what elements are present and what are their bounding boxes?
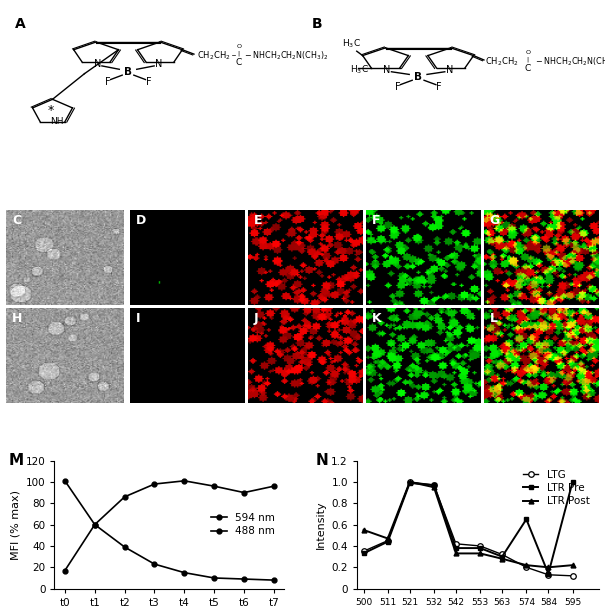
594 nm: [211, 575, 218, 582]
LTR Pre: [477, 544, 484, 551]
LTG: [453, 540, 460, 548]
LTR Pre: [360, 550, 367, 557]
Text: $\rm H_3C$: $\rm H_3C$: [350, 63, 368, 76]
Text: $\rm -NHCH_2CH_2N(CH_3)_2$: $\rm -NHCH_2CH_2N(CH_3)_2$: [243, 49, 329, 62]
LTR Post: [384, 535, 391, 542]
Text: $\rm -NHCH_2CH_2N(CH_3)_2$: $\rm -NHCH_2CH_2N(CH_3)_2$: [534, 55, 605, 68]
Text: $\rm CH_2CH_2$: $\rm CH_2CH_2$: [197, 49, 231, 62]
594 nm: [61, 477, 68, 484]
Legend: 594 nm, 488 nm: 594 nm, 488 nm: [207, 509, 279, 540]
LTR Post: [499, 555, 506, 562]
LTR Post: [406, 478, 413, 486]
LTG: [430, 481, 437, 489]
LTR Pre: [430, 481, 437, 489]
Y-axis label: MFI (% max): MFI (% max): [10, 490, 20, 559]
Text: F: F: [146, 77, 151, 87]
Text: $\rm CH_2CH_2$: $\rm CH_2CH_2$: [485, 55, 519, 68]
Text: NH: NH: [50, 117, 64, 126]
Text: J: J: [254, 312, 258, 325]
LTR Post: [453, 550, 460, 557]
LTG: [477, 542, 484, 550]
LTG: [384, 537, 391, 544]
LTR Pre: [453, 544, 460, 551]
Text: I: I: [136, 312, 140, 325]
488 nm: [121, 493, 128, 500]
LTR Pre: [406, 479, 413, 487]
Line: LTR Post: LTR Post: [361, 479, 575, 570]
Text: F: F: [394, 82, 400, 92]
LTR Post: [430, 484, 437, 491]
Legend: LTG, LTR Pre, LTR Post: LTG, LTR Pre, LTR Post: [518, 466, 594, 511]
Line: LTG: LTG: [361, 479, 575, 579]
LTG: [544, 571, 552, 578]
594 nm: [91, 521, 99, 528]
Text: $\rm \overset{O}{\overset{|}{C}}$: $\rm \overset{O}{\overset{|}{C}}$: [524, 49, 532, 74]
LTR Pre: [384, 538, 391, 545]
LTR Post: [523, 561, 530, 569]
Line: LTR Pre: LTR Pre: [361, 479, 575, 576]
Text: F: F: [436, 82, 442, 92]
Text: B: B: [414, 73, 422, 82]
LTR Pre: [569, 478, 576, 486]
LTR Post: [477, 550, 484, 557]
594 nm: [151, 561, 158, 568]
Line: 488 nm: 488 nm: [62, 478, 276, 573]
LTR Post: [544, 564, 552, 571]
LTR Pre: [499, 553, 506, 560]
LTG: [406, 478, 413, 486]
LTG: [360, 548, 367, 555]
Text: D: D: [136, 214, 146, 228]
Text: *: *: [48, 104, 54, 117]
Text: F: F: [105, 77, 111, 87]
594 nm: [240, 575, 247, 583]
Text: N: N: [316, 453, 329, 468]
488 nm: [181, 477, 188, 484]
LTG: [523, 564, 530, 571]
LTR Post: [569, 561, 576, 569]
594 nm: [181, 569, 188, 576]
Text: N: N: [384, 65, 391, 75]
488 nm: [270, 483, 278, 490]
Text: $\rm \overset{O}{\overset{|}{C}}$: $\rm \overset{O}{\overset{|}{C}}$: [235, 43, 243, 68]
594 nm: [270, 576, 278, 584]
488 nm: [151, 481, 158, 488]
Text: A: A: [15, 16, 25, 30]
Text: $\rm H_3C$: $\rm H_3C$: [342, 38, 361, 51]
488 nm: [91, 521, 99, 528]
488 nm: [211, 483, 218, 490]
LTR Pre: [544, 570, 552, 577]
Text: H: H: [12, 312, 22, 325]
Text: E: E: [254, 214, 263, 228]
Y-axis label: Intensity: Intensity: [316, 500, 325, 549]
Text: N: N: [445, 65, 453, 75]
LTG: [569, 572, 576, 580]
Text: L: L: [490, 312, 498, 325]
Text: B: B: [124, 67, 132, 77]
LTG: [499, 551, 506, 558]
Text: K: K: [371, 312, 381, 325]
488 nm: [61, 567, 68, 574]
LTR Post: [360, 526, 367, 534]
LTR Pre: [523, 515, 530, 523]
488 nm: [240, 489, 247, 497]
Text: N: N: [94, 59, 101, 70]
594 nm: [121, 544, 128, 551]
Line: 594 nm: 594 nm: [62, 478, 276, 583]
Text: M: M: [8, 453, 24, 468]
Text: C: C: [12, 214, 21, 228]
Text: F: F: [371, 214, 381, 228]
Text: B: B: [312, 16, 322, 30]
Text: G: G: [490, 214, 500, 228]
Text: N: N: [155, 59, 162, 70]
